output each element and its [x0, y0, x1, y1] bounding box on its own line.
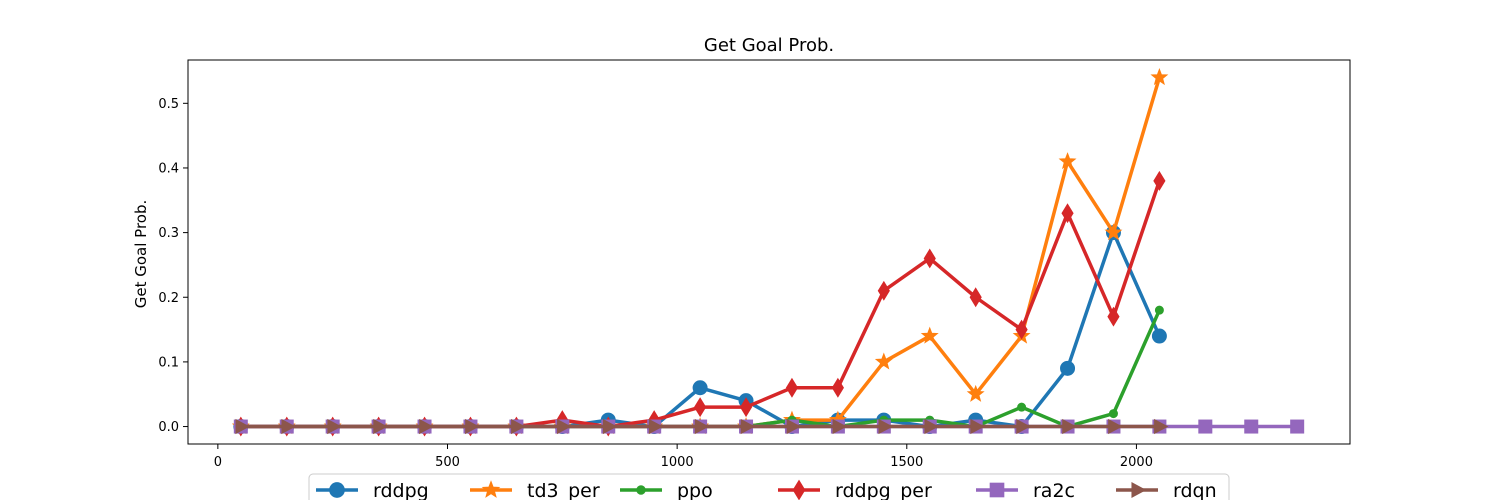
data-point: [1060, 360, 1076, 376]
data-point: [694, 418, 710, 435]
x-tick-label: 1500: [890, 455, 923, 470]
data-point: [877, 280, 890, 301]
legend-entry-rddpg: rddpg: [316, 480, 429, 500]
data-point: [373, 418, 388, 435]
x-tick-label: 0: [214, 455, 222, 470]
data-point: [1244, 419, 1259, 434]
data-point: [831, 377, 844, 398]
legend-label: rddpg_per: [835, 480, 932, 500]
legend-label: ra2c: [1033, 480, 1075, 500]
data-point: [1107, 306, 1120, 327]
data-point: [874, 352, 893, 370]
data-point: [1153, 170, 1166, 191]
data-point: [1198, 419, 1213, 434]
x-tick-label: 1000: [661, 455, 694, 470]
data-point: [1290, 419, 1305, 434]
legend-label: td3_per: [527, 480, 600, 500]
data-point: [511, 418, 526, 435]
legend-marker: [329, 482, 345, 498]
series-rdqn: [235, 418, 1169, 435]
x-axis: 0 500 1000 1500 2000: [214, 444, 1153, 470]
legend-marker: [481, 480, 501, 498]
data-point: [920, 326, 939, 344]
data-point: [923, 248, 936, 269]
data-point: [1104, 223, 1123, 241]
data-point: [1154, 305, 1164, 315]
legend-entry-rddpg-per: rddpg_per: [778, 479, 932, 500]
data-point: [1016, 418, 1031, 435]
data-point: [1108, 418, 1123, 435]
data-point: [465, 418, 480, 435]
data-point: [970, 418, 985, 435]
plot-frame: [187, 59, 1351, 445]
data-point: [924, 418, 939, 435]
data-point: [785, 377, 799, 398]
data-point: [1062, 418, 1077, 435]
legend-box: [308, 473, 1230, 500]
data-point: [648, 418, 664, 435]
x-tick-label: 500: [435, 455, 460, 470]
chart-title: Get Goal Prob.: [704, 35, 834, 56]
legend: rddpg td3_per ppo rddpg_per ra2c rdqn: [308, 473, 1230, 500]
data-point: [692, 380, 708, 396]
legend-marker: [636, 485, 646, 495]
data-point: [739, 397, 753, 418]
legend-entry-ppo: ppo: [620, 480, 713, 500]
data-point: [1150, 68, 1169, 86]
legend-label: rdqn: [1173, 480, 1217, 500]
data-point: [740, 418, 756, 435]
legend-entry-td3-per: td3_per: [470, 480, 600, 500]
y-tick-label: 0.3: [158, 226, 179, 241]
legend-entry-rdqn: rdqn: [1116, 480, 1217, 500]
data-point: [1058, 152, 1077, 170]
data-point: [419, 418, 434, 435]
legend-label: rddpg: [373, 480, 429, 500]
y-tick-label: 0.2: [158, 291, 179, 306]
data-point: [1108, 409, 1118, 419]
legend-marker: [989, 482, 1005, 498]
data-point: [235, 418, 250, 435]
y-axis: 0.0 0.1 0.2 0.3 0.4 0.5: [158, 97, 188, 435]
data-point: [694, 397, 707, 418]
plot-area: [231, 68, 1305, 437]
data-point: [969, 287, 982, 308]
y-tick-label: 0.4: [158, 161, 179, 176]
y-tick-label: 0.5: [158, 97, 179, 112]
data-point: [602, 418, 618, 435]
data-point: [1015, 319, 1028, 340]
data-point: [1061, 203, 1074, 224]
y-tick-label: 0.1: [158, 355, 179, 370]
data-point: [281, 418, 296, 435]
y-tick-label: 0.0: [158, 420, 179, 435]
y-axis-label: Get Goal Prob.: [132, 200, 150, 309]
legend-marker: [792, 479, 806, 500]
data-point: [1017, 402, 1027, 412]
data-point: [878, 418, 893, 435]
data-point: [832, 418, 847, 435]
data-point: [1154, 418, 1169, 435]
legend-entry-ra2c: ra2c: [976, 480, 1075, 500]
x-tick-label: 2000: [1120, 455, 1153, 470]
data-point: [966, 384, 985, 402]
legend-marker: [1131, 482, 1147, 498]
data-point: [786, 418, 802, 435]
data-point: [327, 418, 342, 435]
legend-label: ppo: [677, 480, 713, 500]
data-point: [1151, 328, 1167, 344]
data-point: [557, 418, 572, 435]
